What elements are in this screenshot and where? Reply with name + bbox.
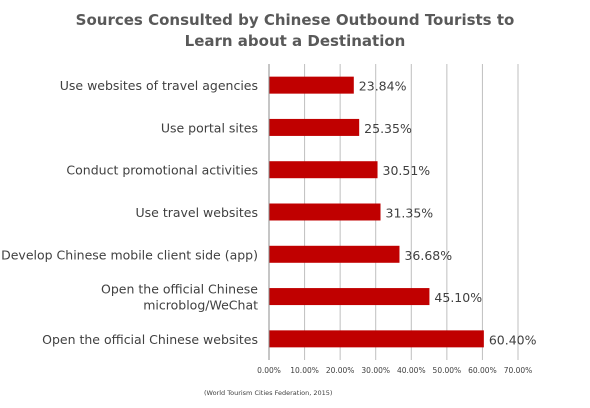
value-label-4: 36.68%	[404, 248, 452, 263]
category-label-6-line-0: Open the official Chinese websites	[42, 331, 258, 346]
x-tick-label-5: 50.00%	[433, 366, 462, 375]
bar-6	[269, 330, 484, 348]
category-label-0: Use websites of travel agencies	[60, 78, 258, 93]
category-label-3: Use travel websites	[136, 205, 259, 220]
x-tick-label-2: 20.00%	[326, 366, 355, 375]
category-label-5-line-1: microblog/WeChat	[143, 297, 258, 312]
category-label-5: Open the official Chinese microblog/WeCha…	[101, 281, 258, 312]
category-label-1: Use portal sites	[161, 120, 258, 135]
category-label-2: Conduct promotional activities	[66, 162, 258, 177]
x-tick-label-0: 0.00%	[257, 366, 281, 375]
chart-title-line-1: Sources Consulted by Chinese Outbound To…	[75, 11, 515, 29]
bar-0	[269, 76, 354, 94]
bar-4	[269, 245, 400, 263]
value-label-1: 25.35%	[364, 121, 412, 136]
x-tick-label-1: 10.00%	[290, 366, 319, 375]
x-tick-label-3: 30.00%	[361, 366, 390, 375]
bar-5	[269, 288, 430, 306]
value-label-0: 23.84%	[359, 79, 407, 94]
category-label-2-line-0: Conduct promotional activities	[66, 162, 258, 177]
bar-2	[269, 161, 378, 179]
value-label-2: 30.51%	[383, 163, 431, 178]
x-tick-label-4: 40.00%	[397, 366, 426, 375]
value-label-3: 31.35%	[386, 206, 434, 221]
source-note: (World Tourism Cities Federation, 2015)	[204, 389, 333, 397]
category-label-0-line-0: Use websites of travel agencies	[60, 78, 258, 93]
category-label-5-line-0: Open the official Chinese	[101, 281, 258, 296]
bars	[269, 76, 484, 348]
bar-3	[269, 203, 381, 221]
bar-1	[269, 118, 360, 136]
category-label-4-line-0: Develop Chinese mobile client side (app)	[1, 247, 258, 262]
x-tick-label-7: 70.00%	[504, 366, 533, 375]
chart-title: Sources Consulted by Chinese Outbound To…	[60, 10, 530, 52]
x-tick-label-6: 60.00%	[468, 366, 497, 375]
category-label-1-line-0: Use portal sites	[161, 120, 258, 135]
value-label-6: 60.40%	[489, 332, 537, 347]
value-labels: 23.84% 25.35% 30.51% 31.35% 36.68% 45.10% 60.4…	[359, 79, 537, 348]
category-label-6: Open the official Chinese websites	[42, 331, 258, 346]
chart-title-line-2: Learn about a Destination	[184, 32, 406, 50]
x-tick-labels: 0.00% 10.00% 20.00% 30.00% 40.00% 50.00% 60.00…	[257, 366, 532, 375]
category-labels: Use websites of travel agencies Use porta…	[1, 78, 258, 347]
category-label-3-line-0: Use travel websites	[136, 205, 259, 220]
category-label-4: Develop Chinese mobile client side (app)	[1, 247, 258, 262]
value-label-5: 45.10%	[434, 290, 482, 305]
